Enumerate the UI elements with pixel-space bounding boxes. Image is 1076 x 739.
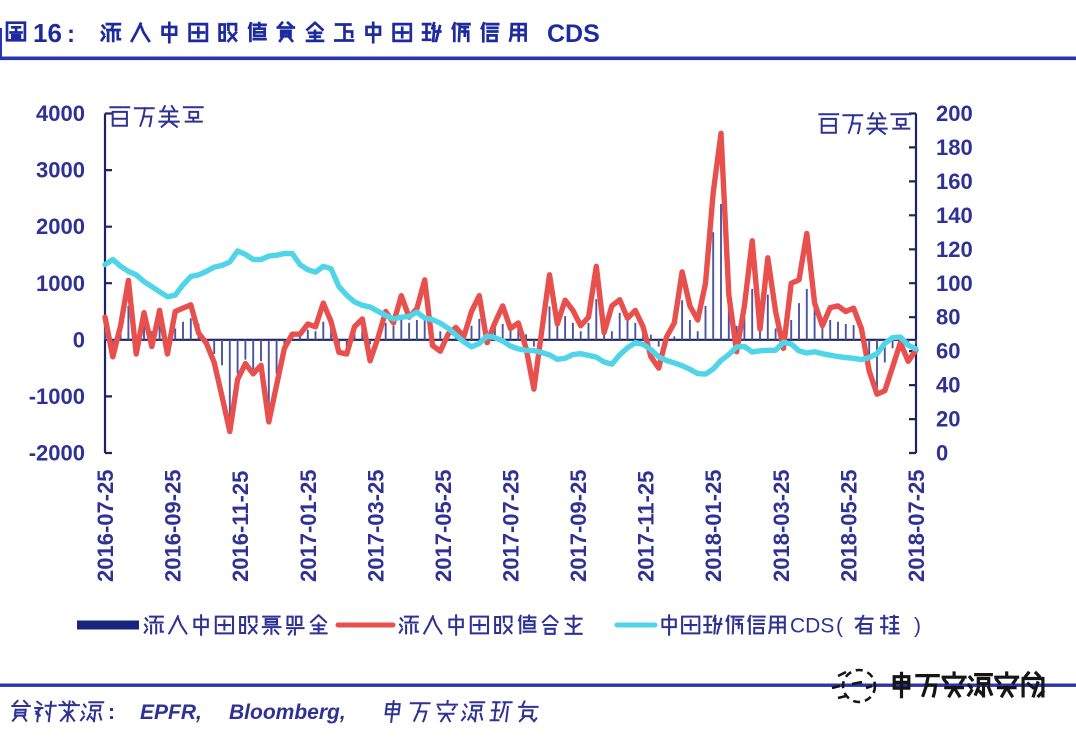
svg-text:200: 200	[936, 101, 973, 126]
svg-text:(: (	[836, 615, 843, 638]
svg-text:2018-07-25: 2018-07-25	[904, 469, 929, 582]
svg-text:2017-05-25: 2017-05-25	[431, 469, 456, 582]
svg-text:EPFR,: EPFR,	[140, 701, 202, 724]
svg-text:0: 0	[936, 441, 948, 466]
svg-text:160: 160	[936, 169, 973, 194]
svg-text:CDS: CDS	[790, 615, 834, 638]
svg-text:-2000: -2000	[29, 441, 85, 466]
svg-text:Bloomberg,: Bloomberg,	[229, 701, 346, 724]
svg-text:2017-11-25: 2017-11-25	[634, 471, 659, 582]
svg-text:180: 180	[936, 135, 973, 160]
svg-text:2000: 2000	[36, 214, 85, 239]
svg-text:80: 80	[936, 305, 960, 330]
svg-text:2017-09-25: 2017-09-25	[566, 469, 591, 582]
svg-text:3000: 3000	[36, 158, 85, 183]
svg-text:2017-03-25: 2017-03-25	[363, 469, 388, 582]
svg-text:CDS: CDS	[547, 20, 600, 48]
svg-text::: :	[67, 21, 75, 48]
svg-text:100: 100	[936, 271, 973, 296]
svg-text:2018-05-25: 2018-05-25	[836, 469, 861, 582]
svg-text:-1000: -1000	[29, 384, 85, 409]
svg-text:0: 0	[73, 327, 85, 352]
svg-text:2017-01-25: 2017-01-25	[296, 469, 321, 582]
svg-text:2016-07-25: 2016-07-25	[93, 469, 118, 582]
svg-text:40: 40	[936, 373, 960, 398]
svg-text:120: 120	[936, 237, 973, 262]
svg-text:60: 60	[936, 339, 960, 364]
svg-text:2018-01-25: 2018-01-25	[701, 469, 726, 582]
svg-text:2016-11-25: 2016-11-25	[228, 471, 253, 582]
svg-text:2017-07-25: 2017-07-25	[499, 469, 524, 582]
svg-text:140: 140	[936, 203, 973, 228]
svg-text:): )	[914, 615, 921, 638]
svg-text:20: 20	[936, 407, 960, 432]
svg-text:2016-09-25: 2016-09-25	[161, 469, 186, 582]
svg-text:4000: 4000	[36, 101, 85, 126]
svg-text:2018-03-25: 2018-03-25	[769, 469, 794, 582]
svg-text:16: 16	[33, 18, 62, 48]
svg-text:1000: 1000	[36, 271, 85, 296]
svg-text::: :	[108, 701, 115, 724]
